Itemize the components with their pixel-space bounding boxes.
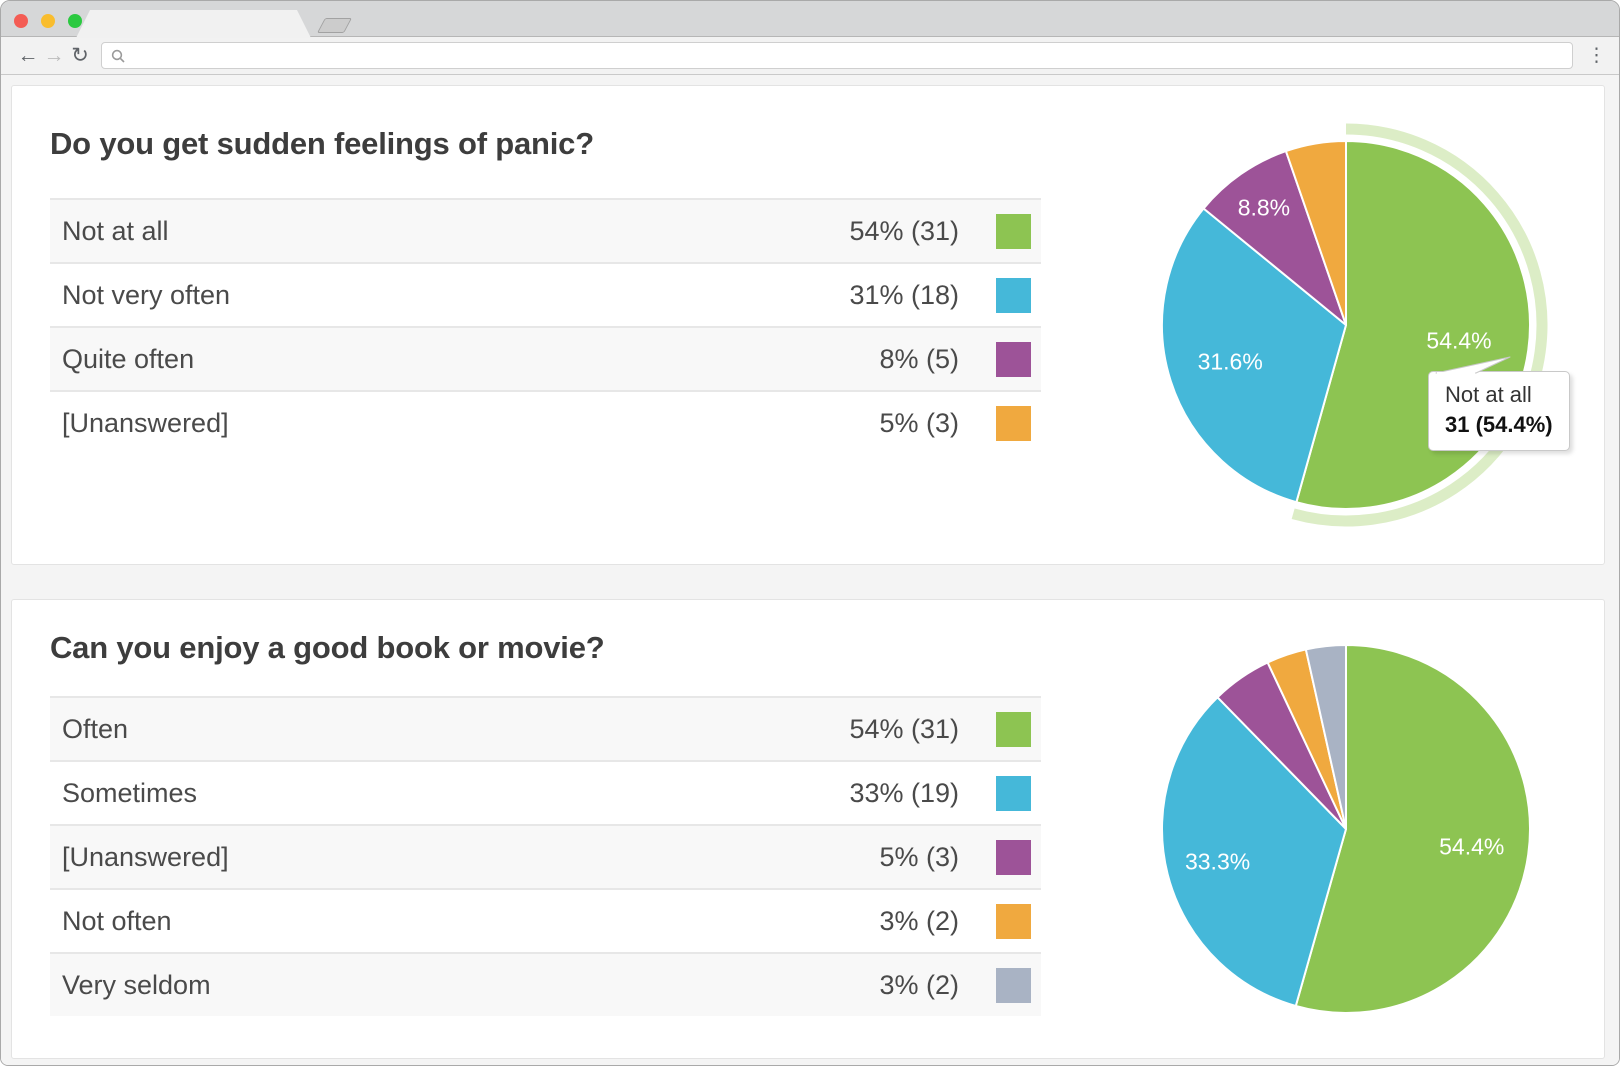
legend-swatch bbox=[996, 711, 1031, 747]
pie-chart-2[interactable]: 54.4% 33.3% bbox=[1136, 619, 1556, 1039]
browser-toolbar: ← → ↻ ⋮ bbox=[1, 37, 1619, 75]
answer-value: 31% (18) bbox=[849, 279, 959, 310]
search-icon bbox=[111, 49, 125, 63]
answer-label: Quite often bbox=[62, 343, 195, 374]
legend-swatch bbox=[996, 967, 1031, 1003]
answer-label: Not very often bbox=[62, 279, 231, 310]
url-input[interactable] bbox=[132, 47, 1563, 64]
browser-tab[interactable] bbox=[76, 10, 311, 38]
back-icon[interactable]: ← bbox=[17, 44, 39, 67]
reload-icon[interactable]: ↻ bbox=[71, 44, 89, 67]
tooltip-label: Not at all bbox=[1445, 382, 1532, 407]
question-2-title: Can you enjoy a good book or movie? bbox=[50, 630, 605, 665]
maximize-window-icon[interactable] bbox=[68, 14, 82, 28]
answer-label: Very seldom bbox=[62, 969, 211, 1000]
answer-label: Sometimes bbox=[62, 777, 198, 808]
table-row: [Unanswered] 5% (3) bbox=[50, 390, 1041, 454]
legend-swatch bbox=[996, 277, 1031, 313]
forward-icon[interactable]: → bbox=[43, 44, 65, 67]
question-1-answers: Do you get sudden feelings of panic? Not… bbox=[50, 86, 1124, 564]
answer-label: [Unanswered] bbox=[62, 841, 229, 872]
pie-tooltip: Not at all 31 (54.4%) bbox=[1428, 371, 1570, 451]
answer-table-1: Not at all 54% (31) Not very often 31% (… bbox=[50, 198, 1041, 454]
pie-chart-1-svg[interactable]: 54.4% 31.6% 8.8% bbox=[1136, 115, 1556, 535]
tab-strip bbox=[1, 1, 1619, 37]
pie-chart-2-column: 54.4% 33.3% bbox=[1124, 619, 1568, 1039]
minimize-window-icon[interactable] bbox=[41, 14, 55, 28]
answer-value: 3% (2) bbox=[879, 969, 959, 1000]
legend-swatch bbox=[996, 405, 1031, 441]
table-row: Often 54% (31) bbox=[50, 696, 1041, 760]
question-1-title: Do you get sudden feelings of panic? bbox=[50, 126, 594, 161]
answer-label: Not often bbox=[62, 905, 172, 936]
answer-value: 5% (3) bbox=[879, 841, 959, 872]
svg-text:54.4%: 54.4% bbox=[1426, 328, 1491, 354]
legend-swatch bbox=[996, 775, 1031, 811]
answer-value: 33% (19) bbox=[849, 777, 959, 808]
answer-label: Not at all bbox=[62, 215, 169, 246]
browser-menu-icon[interactable]: ⋮ bbox=[1587, 45, 1606, 66]
pie-chart-1-column: 54.4% 31.6% 8.8% Not at all 31 (54.4%) bbox=[1124, 115, 1570, 535]
answer-table-2: Often 54% (31) Sometimes 33% (19) [Unans… bbox=[50, 696, 1041, 1016]
legend-swatch bbox=[996, 903, 1031, 939]
survey-results-page: Do you get sudden feelings of panic? Not… bbox=[1, 76, 1619, 1065]
svg-text:31.6%: 31.6% bbox=[1198, 349, 1263, 375]
table-row: Quite often 8% (5) bbox=[50, 326, 1041, 390]
close-window-icon[interactable] bbox=[14, 14, 28, 28]
new-tab-button[interactable] bbox=[317, 18, 352, 33]
answer-label: Often bbox=[62, 713, 129, 744]
table-row: Not at all 54% (31) bbox=[50, 198, 1041, 262]
legend-swatch bbox=[996, 213, 1031, 249]
legend-swatch bbox=[996, 341, 1031, 377]
address-bar[interactable] bbox=[101, 42, 1573, 69]
answer-value: 8% (5) bbox=[879, 343, 959, 374]
answer-value: 54% (31) bbox=[849, 215, 959, 246]
answer-value: 3% (2) bbox=[879, 905, 959, 936]
question-2-answers: Can you enjoy a good book or movie? Ofte… bbox=[50, 600, 1124, 1058]
legend-swatch bbox=[996, 839, 1031, 875]
table-row: Sometimes 33% (19) bbox=[50, 760, 1041, 824]
answer-label: [Unanswered] bbox=[62, 407, 229, 438]
table-row: [Unanswered] 5% (3) bbox=[50, 824, 1041, 888]
window-controls bbox=[14, 14, 82, 28]
table-row: Not often 3% (2) bbox=[50, 888, 1041, 952]
svg-text:8.8%: 8.8% bbox=[1238, 194, 1290, 220]
svg-text:33.3%: 33.3% bbox=[1185, 849, 1250, 875]
pie-chart-1[interactable]: 54.4% 31.6% 8.8% Not at all 31 (54.4%) bbox=[1136, 115, 1570, 535]
table-row: Not very often 31% (18) bbox=[50, 262, 1041, 326]
pie-chart-2-svg[interactable]: 54.4% 33.3% bbox=[1136, 619, 1556, 1039]
answer-value: 54% (31) bbox=[849, 713, 959, 744]
question-card-1: Do you get sudden feelings of panic? Not… bbox=[11, 85, 1605, 565]
answer-value: 5% (3) bbox=[879, 407, 959, 438]
question-card-2: Can you enjoy a good book or movie? Ofte… bbox=[11, 599, 1605, 1059]
table-row: Very seldom 3% (2) bbox=[50, 952, 1041, 1016]
tooltip-value: 31 (54.4%) bbox=[1445, 412, 1553, 437]
svg-text:54.4%: 54.4% bbox=[1439, 833, 1504, 859]
